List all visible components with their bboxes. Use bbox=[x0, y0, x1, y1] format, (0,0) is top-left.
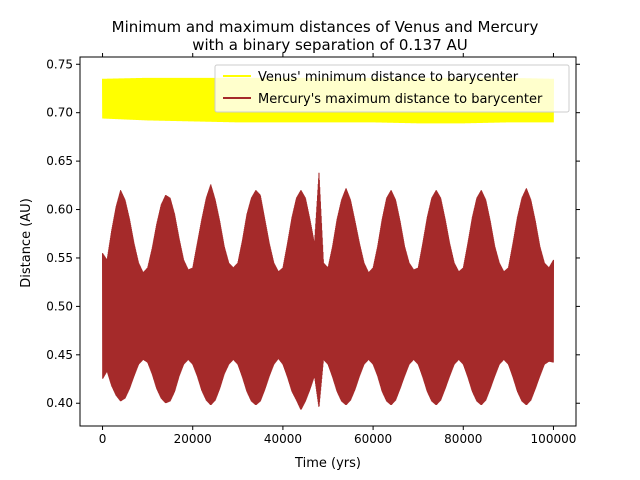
x-tick-label: 40000 bbox=[264, 432, 302, 446]
y-tick-label: 0.40 bbox=[46, 396, 73, 410]
chart-title-line2: with a binary separation of 0.137 AU bbox=[192, 36, 468, 54]
legend: Venus' minimum distance to barycenter Me… bbox=[214, 64, 570, 113]
y-tick-label: 0.60 bbox=[46, 203, 73, 217]
x-tick-label: 100000 bbox=[531, 432, 577, 446]
y-tick-label: 0.45 bbox=[46, 348, 73, 362]
x-tick-label: 80000 bbox=[444, 432, 482, 446]
legend-label-venus: Venus' minimum distance to barycenter bbox=[258, 70, 519, 85]
y-tick-label: 0.70 bbox=[46, 106, 73, 120]
y-axis-label: Distance (AU) bbox=[19, 198, 34, 288]
y-tick-label: 0.65 bbox=[46, 154, 73, 168]
y-tick-label: 0.55 bbox=[46, 251, 73, 265]
x-axis-label: Time (yrs) bbox=[294, 456, 361, 471]
plot-frame bbox=[79, 56, 577, 427]
axes: 0 20000 40000 60000 80000 100000 0.40 0.45 0.50 0… bbox=[46, 53, 580, 446]
legend-label-mercury: Mercury's maximum distance to barycenter bbox=[258, 92, 543, 107]
y-tick-label: 0.75 bbox=[46, 57, 73, 71]
chart-title-line1: Minimum and maximum distances of Venus a… bbox=[112, 18, 539, 36]
x-tick-label: 0 bbox=[99, 432, 107, 446]
y-tick-label: 0.50 bbox=[46, 299, 73, 313]
legend-box bbox=[214, 64, 570, 113]
x-tick-label: 20000 bbox=[174, 432, 212, 446]
series-line-mercury bbox=[102, 172, 554, 410]
x-tick-label: 60000 bbox=[354, 432, 392, 446]
